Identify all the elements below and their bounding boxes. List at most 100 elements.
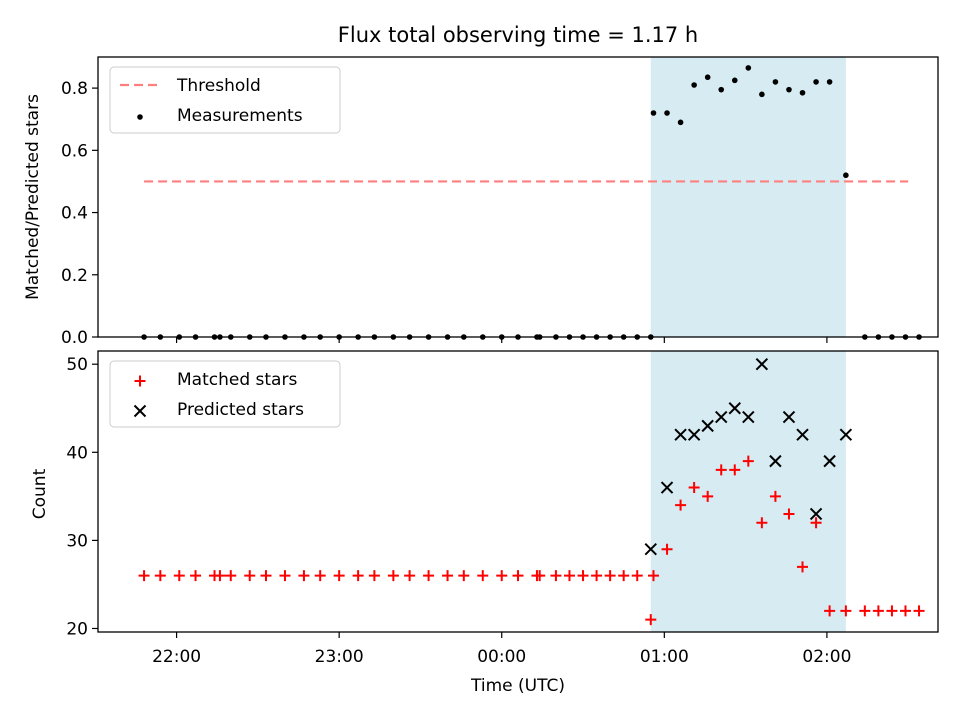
predicted-star-point <box>823 454 836 468</box>
chart-title: Flux total observing time = 1.17 h <box>338 23 698 47</box>
x-tick-label: 23:00 <box>315 647 364 667</box>
matched-star-point <box>477 570 489 582</box>
measurement-point <box>664 110 670 116</box>
legend-measurement-swatch <box>137 114 143 120</box>
top-y-axis-label: Matched/Predicted stars <box>23 94 43 300</box>
matched-star-point <box>797 561 809 573</box>
matched-star-point <box>244 570 256 582</box>
x-tick-label: 02:00 <box>802 647 851 667</box>
matched-star-point <box>810 517 822 529</box>
matched-star-point <box>225 570 237 582</box>
matched-star-point <box>442 570 454 582</box>
matched-star-point <box>298 570 310 582</box>
observing-window-span <box>650 57 846 337</box>
top-panel: 0.0 0.2 0.4 0.6 0.8 Threshold Measurements <box>61 56 939 348</box>
matched-star-point <box>675 499 687 511</box>
predicted-star-point <box>644 542 657 556</box>
legend-predicted-swatch <box>133 404 147 418</box>
predicted-star-point <box>701 419 714 433</box>
y-tick-label: 0.4 <box>61 204 88 224</box>
matched-star-point <box>661 543 673 555</box>
measurement-point <box>704 74 711 81</box>
measurement-point <box>813 79 819 85</box>
matched-star-point <box>631 570 643 582</box>
x-tick-label: 22:00 <box>152 647 201 667</box>
matched-star-point <box>591 570 603 582</box>
x-tick-label: 00:00 <box>477 647 526 667</box>
matched-star-point <box>702 490 714 502</box>
y-tick-label: 30 <box>66 531 88 551</box>
matched-star-point <box>859 605 871 617</box>
bottom-y-axis-label: Count <box>30 468 50 519</box>
y-tick-label: 0.8 <box>61 79 88 99</box>
matched-star-point <box>173 570 185 582</box>
matched-star-point <box>715 464 727 476</box>
predicted-star-point <box>839 428 853 441</box>
measurement-point <box>786 86 792 93</box>
matched-star-point <box>688 482 700 494</box>
predicted-star-point <box>687 428 701 441</box>
predicted-star-point <box>809 507 823 521</box>
matched-star-point <box>352 570 364 582</box>
y-tick-label: 0.0 <box>61 328 88 348</box>
matched-star-point <box>647 570 659 582</box>
matched-star-point <box>534 570 546 582</box>
predicted-star-point <box>782 410 796 424</box>
matched-star-point <box>512 570 524 582</box>
measurement-point <box>731 77 738 84</box>
predicted-star-point <box>769 454 782 468</box>
matched-star-point <box>604 570 616 582</box>
legend-label: Measurements <box>177 106 303 126</box>
y-tick-label: 40 <box>66 443 88 463</box>
series-matched-stars <box>138 455 925 626</box>
measurement-point <box>759 91 765 98</box>
measurement-point <box>691 82 697 88</box>
matched-star-point <box>913 605 925 617</box>
matched-star-point <box>756 517 768 529</box>
matched-star-point <box>214 570 226 582</box>
matched-star-point <box>824 605 836 617</box>
matched-star-point <box>279 570 291 582</box>
measurement-point <box>826 79 833 85</box>
plot-frame <box>97 56 939 338</box>
matched-star-point <box>563 570 575 582</box>
legend-matched-swatch <box>134 375 146 387</box>
y-tick-label: 0.6 <box>61 141 88 161</box>
x-tick-label: 01:00 <box>640 647 689 667</box>
matched-star-point <box>387 570 399 582</box>
legend: Matched stars Predicted stars <box>109 360 341 428</box>
legend-label: Predicted stars <box>177 400 304 420</box>
plot-frame <box>97 350 939 633</box>
measurement-point <box>799 89 806 96</box>
matched-star-point <box>333 570 345 582</box>
matched-star-point <box>496 570 508 582</box>
measurement-point <box>650 110 657 116</box>
series-predicted-stars <box>644 358 853 556</box>
matched-star-point <box>783 508 795 520</box>
legend-box <box>109 66 341 134</box>
predicted-star-point <box>755 358 769 371</box>
predicted-star-point <box>728 402 741 415</box>
matched-star-point <box>742 455 754 467</box>
matched-star-point <box>154 570 166 582</box>
matched-star-point <box>618 570 630 582</box>
matched-star-point <box>872 605 884 617</box>
predicted-star-point <box>660 481 674 494</box>
bottom-panel: 20 30 40 50 22:00 23:00 00:00 01:00 02:00 Matched… <box>66 350 939 667</box>
x-axis-label: Time (UTC) <box>470 676 565 696</box>
matched-star-point <box>645 614 657 626</box>
measurement-point <box>718 86 725 93</box>
predicted-star-point <box>674 428 687 441</box>
matched-star-point <box>729 464 741 476</box>
matched-star-point <box>550 570 562 582</box>
matched-star-point <box>368 570 380 582</box>
matched-star-point <box>577 570 589 582</box>
observing-window-span <box>650 351 846 632</box>
y-tick-label: 0.2 <box>61 266 88 286</box>
measurement-point <box>772 79 779 85</box>
matched-star-point <box>769 490 781 502</box>
measurement-point <box>745 65 752 71</box>
matched-star-point <box>423 570 435 582</box>
matched-star-point <box>404 570 416 582</box>
